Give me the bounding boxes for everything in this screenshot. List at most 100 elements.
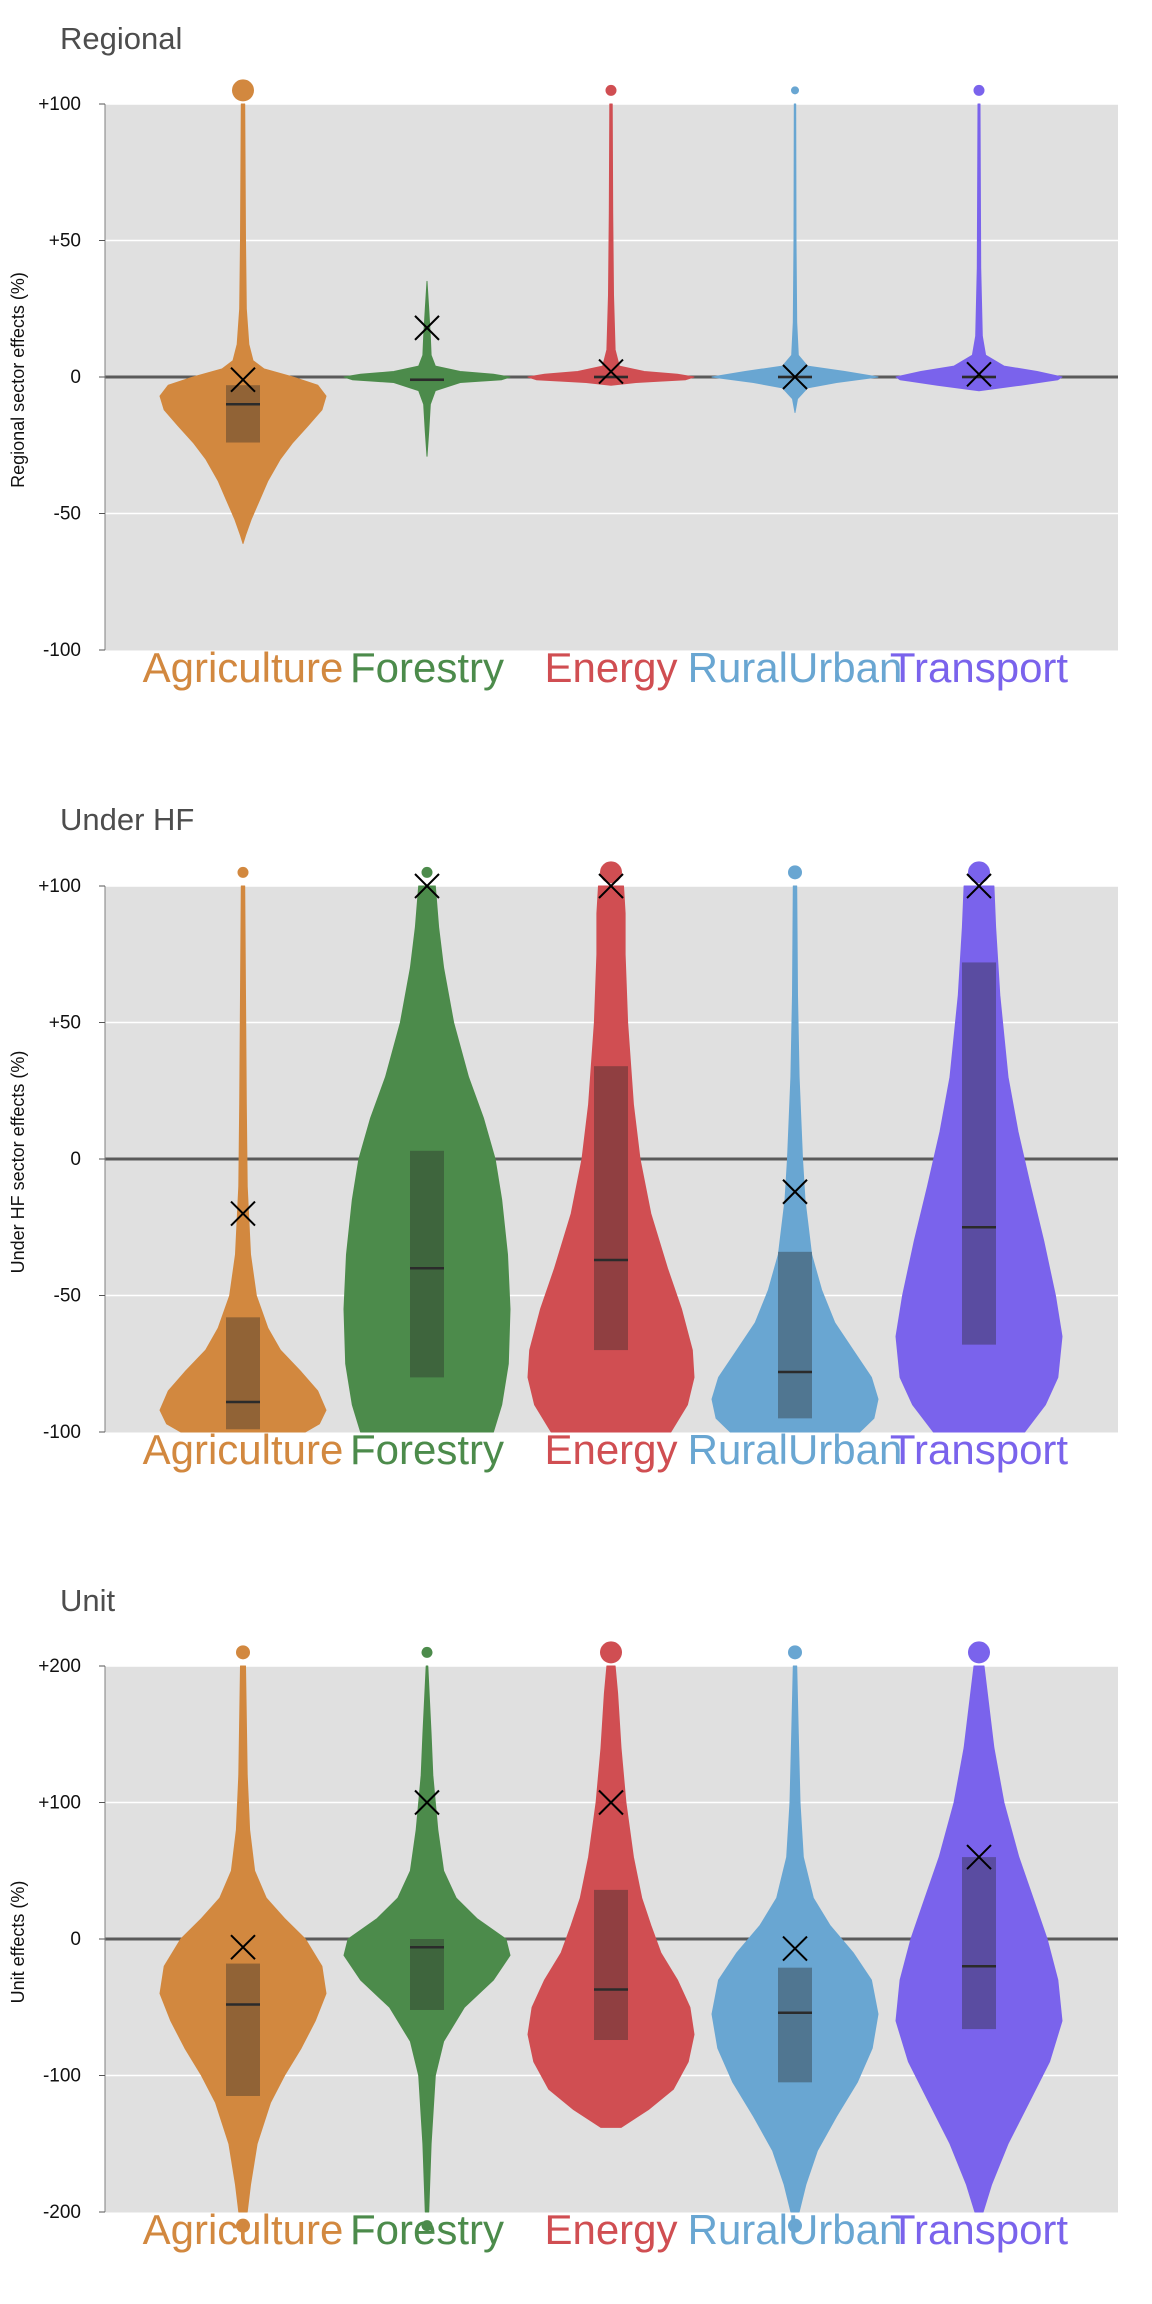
violin-transport: [895, 103, 1063, 392]
y-tick-label: -100: [43, 1422, 81, 1443]
violin-agriculture: [159, 103, 327, 544]
iqr-box-ruralurban: [778, 1251, 812, 1419]
panel-regional: Regional Regional sector effects (%) -10…: [8, 21, 1118, 691]
y-tick-label: -50: [54, 1286, 81, 1307]
mean-marker-agriculture: [230, 1934, 256, 1960]
y-tick-label: 0: [70, 367, 81, 388]
y-tick-label: -100: [43, 640, 81, 661]
mean-marker-forestry: [414, 1789, 440, 1816]
iqr-box-ruralurban: [778, 1967, 812, 2083]
violin-energy: [527, 885, 695, 1433]
outlier-dot-energy: [600, 861, 622, 884]
iqr-box-forestry: [410, 1939, 444, 2010]
plot-area-unit: -200 -100 0 +100 +200 Agriculture Forestry Ener…: [38, 1641, 1118, 2253]
violin-ruralurban: [711, 1665, 879, 2213]
outlier-dot-low-ruralurban: [788, 2218, 802, 2233]
outlier-dot-agriculture: [232, 79, 254, 102]
mean-marker-forestry: [414, 873, 440, 899]
outlier-dot-energy: [600, 1641, 622, 1664]
panel-unit: Unit Unit effects (%) -200 -100 0 +100 +200 A…: [8, 1583, 1118, 2253]
iqr-box-agriculture: [226, 385, 260, 443]
violin-forestry: [343, 885, 511, 1433]
category-label-energy: Energy: [544, 1426, 677, 1473]
outlier-dot-ruralurban: [788, 1645, 802, 1660]
mean-marker-agriculture: [230, 367, 256, 393]
mean-marker-energy: [598, 358, 624, 385]
outlier-dot-agriculture: [236, 1645, 250, 1660]
category-label-energy: Energy: [544, 2206, 677, 2253]
violin-ruralurban: [711, 103, 879, 413]
iqr-box-transport: [962, 962, 996, 1345]
y-axis-label-regional: Regional sector effects (%): [8, 272, 28, 488]
mean-marker-ruralurban: [782, 1179, 808, 1205]
violin-ruralurban: [711, 885, 879, 1433]
category-label-forestry: Forestry: [350, 644, 504, 691]
panel-title-unit: Unit: [60, 1583, 116, 1618]
violin-agriculture: [159, 1665, 327, 2213]
category-label-energy: Energy: [544, 644, 677, 691]
violin-transport: [895, 885, 1063, 1433]
outlier-dot-ruralurban: [788, 865, 802, 880]
y-tick-label: +50: [49, 231, 81, 252]
violin-forestry: [343, 280, 511, 457]
mean-marker-ruralurban: [782, 1935, 808, 1962]
y-tick-label: +50: [49, 1013, 81, 1034]
mean-marker-transport: [966, 1844, 992, 1870]
category-label-transport: Transport: [890, 2206, 1069, 2253]
mean-marker-agriculture: [230, 1200, 256, 1227]
category-label-ruralurban: RuralUrban: [688, 644, 903, 691]
y-tick-label: +100: [38, 94, 81, 115]
y-tick-label: 0: [70, 1929, 81, 1950]
category-label-forestry: Forestry: [350, 2206, 504, 2253]
panel-title-regional: Regional: [60, 21, 182, 56]
mean-marker-transport: [966, 361, 992, 387]
outlier-dot-transport: [968, 1641, 990, 1664]
mean-marker-transport: [966, 873, 992, 899]
y-tick-label: +100: [38, 876, 81, 897]
violin-energy: [527, 103, 695, 386]
y-tick-label: -100: [43, 2066, 81, 2087]
mean-marker-energy: [598, 1789, 624, 1816]
outlier-dot-forestry: [421, 866, 433, 878]
y-axis-label-under-hf: Under HF sector effects (%): [8, 1051, 28, 1274]
y-tick-label: 0: [70, 1149, 81, 1170]
panel-under-hf: Under HF Under HF sector effects (%) -10…: [8, 802, 1118, 1473]
outlier-dot-agriculture: [237, 866, 249, 878]
plot-area-under-hf: -100 -50 0 +50 +100 Agriculture Forestry Energy…: [38, 861, 1118, 1473]
outlier-dot-low-agriculture: [236, 2218, 250, 2233]
y-axis-label-unit: Unit effects (%): [8, 1881, 28, 2004]
category-label-transport: Transport: [890, 1426, 1069, 1473]
mean-marker-forestry: [414, 315, 440, 341]
mean-marker-energy: [598, 873, 624, 899]
violin-forestry: [343, 1665, 511, 2213]
iqr-box-transport: [962, 1857, 996, 2030]
category-label-ruralurban: RuralUrban: [688, 2206, 903, 2253]
category-label-forestry: Forestry: [350, 1426, 504, 1473]
outlier-dot-ruralurban: [791, 86, 799, 95]
iqr-box-agriculture: [226, 1317, 260, 1430]
y-tick-label: +200: [38, 1656, 81, 1677]
category-label-agriculture: Agriculture: [143, 2206, 344, 2253]
iqr-box-energy: [594, 1066, 628, 1351]
violin-agriculture: [159, 885, 327, 1433]
outlier-dot-transport: [973, 84, 985, 96]
outlier-dot-low-forestry: [421, 2220, 433, 2232]
plot-area-regional: -100 -50 0 +50 +100 Agriculture Forestry Energy…: [38, 79, 1118, 691]
iqr-box-forestry: [410, 1150, 444, 1378]
category-label-agriculture: Agriculture: [143, 644, 344, 691]
y-tick-label: +100: [38, 1793, 81, 1814]
iqr-box-agriculture: [226, 1963, 260, 2096]
iqr-box-energy: [594, 1889, 628, 2041]
panel-title-under-hf: Under HF: [60, 802, 194, 837]
outlier-dot-forestry: [421, 1646, 433, 1658]
outlier-dot-energy: [605, 84, 617, 96]
category-label-agriculture: Agriculture: [143, 1426, 344, 1473]
y-tick-label: -200: [43, 2202, 81, 2223]
y-tick-label: -50: [54, 504, 81, 525]
violin-transport: [895, 1665, 1063, 2213]
outlier-dot-transport: [968, 861, 990, 884]
category-label-ruralurban: RuralUrban: [688, 1426, 903, 1473]
violin-energy: [527, 1665, 695, 2128]
category-label-transport: Transport: [890, 644, 1069, 691]
